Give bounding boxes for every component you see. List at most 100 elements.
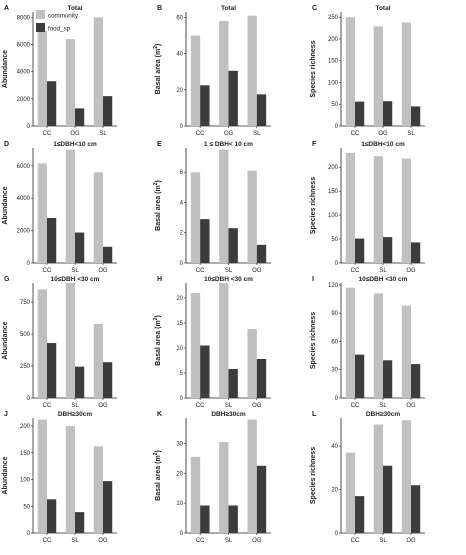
- panel-c-xtick-label: SL: [407, 131, 415, 137]
- panel-g-ytick-label: 250: [20, 364, 31, 370]
- panel-f-ytick-label: 200: [328, 165, 339, 171]
- panel-e-bar-food-sp-sl: [228, 228, 238, 263]
- panel-i-bar-community-og: [401, 305, 411, 398]
- panel-a-ytick-label: 6000: [17, 43, 31, 49]
- panel-g-bar-community-sl: [65, 283, 75, 398]
- panel-a-bar-community-og: [65, 39, 75, 127]
- panel-k-xtick-label: SL: [225, 538, 233, 544]
- panel-i-bar-food-sp-sl: [383, 360, 393, 398]
- legend: community food_sp: [36, 10, 79, 33]
- panel-g: G 10≤DBH <30 cm Abundance 0 250 500 750 CC SL OG: [2, 276, 117, 409]
- panel-h-bar-community-sl: [219, 283, 229, 398]
- panel-l-bar-community-cc: [345, 452, 355, 533]
- panel-a-bar-food-sp-sl: [103, 96, 113, 126]
- panel-i-ytick-label: 120: [328, 283, 339, 289]
- panel-l-ytick-label: 20: [331, 488, 338, 494]
- panel-l-xtick-label: OG: [406, 538, 416, 544]
- panel-g-title: 10≤DBH <30 cm: [51, 276, 100, 283]
- panel-b-ylabel: Basal area (m2): [153, 44, 162, 95]
- panel-d: D 1≤DBH<10 cm Abundance 0 2000 4000 6000 CC SL OG: [2, 141, 117, 274]
- panel-a-ytick-label: 2000: [17, 97, 31, 103]
- panel-c-bar-food-sp-og: [383, 101, 393, 126]
- panel-g-xtick-label: SL: [71, 403, 79, 409]
- panel-e: E 1 ≤ DBH< 10 cm Basal area (m2) 0 2 4 6 CC SL OG: [153, 141, 271, 274]
- panel-d-ytick-label: 4000: [17, 196, 31, 202]
- panel-d-bar-community-sl: [65, 149, 75, 263]
- panel-c-ytick-label: 250: [328, 15, 339, 21]
- panel-a-bar-community-sl: [93, 17, 103, 126]
- panel-f-ytick-label: 0: [335, 261, 339, 267]
- panel-b: B Total Basal area (m2) 0 20 40 60 CC OG SL: [153, 5, 271, 137]
- panel-h-ytick-label: 5: [180, 371, 184, 377]
- panel-a: A Total Abundance 0 2000 4000 6000 8000 CC OG SL: [2, 5, 117, 137]
- panel-k-ylabel: Basal area (m2): [153, 450, 162, 501]
- panel-c-ytick-label: 100: [328, 80, 339, 86]
- panel-j-bar-community-og: [93, 446, 103, 533]
- panel-e-ytick-label: 0: [180, 261, 184, 267]
- panel-e-ylabel: Basal area (m2): [153, 180, 162, 231]
- panel-a-ytick-label: 4000: [17, 70, 31, 76]
- panel-h-bar-community-og: [247, 329, 257, 398]
- panel-j-bar-food-sp-sl: [75, 512, 85, 533]
- panel-d-ytick-label: 0: [27, 261, 31, 267]
- panel-c-letter: C: [312, 5, 317, 12]
- panel-c-bar-community-sl: [401, 22, 411, 126]
- panel-l-bar-community-og: [401, 420, 411, 533]
- panel-c-ytick-label: 50: [331, 102, 338, 108]
- panel-a-title: Total: [67, 5, 82, 12]
- panel-f: F 1≤DBH<10 cm Species richness 0 50 100 150 200…: [310, 141, 425, 274]
- panel-f-letter: F: [312, 141, 317, 148]
- panel-d-title: 1≤DBH<10 cm: [53, 141, 97, 148]
- panel-h-xtick-label: SL: [225, 403, 233, 409]
- panel-e-ytick-label: 6: [180, 170, 184, 176]
- panel-d-letter: D: [4, 141, 9, 148]
- panel-d-bar-food-sp-cc: [47, 217, 57, 263]
- panel-g-ytick-label: 750: [20, 300, 31, 306]
- panel-b-ytick-label: 60: [176, 15, 183, 21]
- panel-l-ylabel: Species richness: [310, 447, 317, 504]
- panel-e-bar-food-sp-og: [256, 244, 267, 263]
- panel-a-letter: A: [4, 5, 9, 12]
- panel-e-xtick-label: OG: [252, 268, 262, 274]
- panel-k-letter: K: [157, 411, 162, 418]
- panel-k: K DBH≥30cm Basal area (m2) 0 10 20 30 CC SL OG: [153, 411, 271, 544]
- panel-e-bar-community-og: [247, 170, 257, 263]
- panel-j-ytick-label: 150: [20, 451, 31, 457]
- panel-i-bar-community-sl: [373, 293, 383, 398]
- panel-d-bar-food-sp-sl: [75, 232, 85, 263]
- panel-a-xtick-label: OG: [70, 131, 80, 137]
- panel-i: I 10≤DBH <30 cm Species richness 0 30 60 90 120…: [310, 276, 425, 409]
- panel-k-bar-community-cc: [190, 456, 201, 533]
- panel-f-bar-food-sp-og: [411, 242, 421, 263]
- panel-b-letter: B: [157, 5, 162, 12]
- panel-i-xtick-label: OG: [406, 403, 416, 409]
- panel-j-xtick-label: OG: [98, 538, 108, 544]
- panel-h-bar-food-sp-og: [256, 359, 267, 398]
- panel-d-xtick-label: SL: [71, 268, 79, 274]
- panel-k-ytick-label: 10: [176, 501, 183, 507]
- panel-b-title: Total: [221, 5, 236, 12]
- panel-b-bar-food-sp-og: [228, 70, 238, 126]
- panel-a-bar-food-sp-cc: [47, 81, 57, 126]
- panel-c-bar-food-sp-cc: [355, 101, 365, 126]
- panel-j-ylabel: Abundance: [2, 456, 9, 494]
- panel-e-title: 1 ≤ DBH< 10 cm: [204, 141, 253, 148]
- panel-d-xtick-label: OG: [98, 268, 108, 274]
- panel-i-ytick-label: 90: [331, 311, 338, 317]
- panel-e-xtick-label: SL: [225, 268, 233, 274]
- panel-h-ytick-label: 10: [176, 346, 183, 352]
- panel-j-ytick-label: 50: [23, 504, 30, 510]
- panel-h-ylabel: Basal area (m2): [153, 315, 162, 366]
- panel-g-bar-food-sp-cc: [47, 343, 57, 398]
- panel-a-ylabel: Abundance: [2, 50, 9, 88]
- panel-h-bar-food-sp-cc: [200, 345, 210, 398]
- panel-d-bar-community-og: [93, 172, 103, 263]
- panel-c-title: Total: [375, 5, 390, 12]
- panel-i-ytick-label: 30: [331, 368, 338, 374]
- panel-k-bar-food-sp-sl: [228, 505, 238, 533]
- legend-swatch-food-sp: [36, 23, 45, 32]
- panel-j: J DBH≥30cm Abundance 0 50 100 150 200 CC SL OG: [2, 411, 117, 544]
- panel-c-bar-food-sp-sl: [411, 106, 421, 126]
- panel-b-xtick-label: CC: [196, 131, 205, 137]
